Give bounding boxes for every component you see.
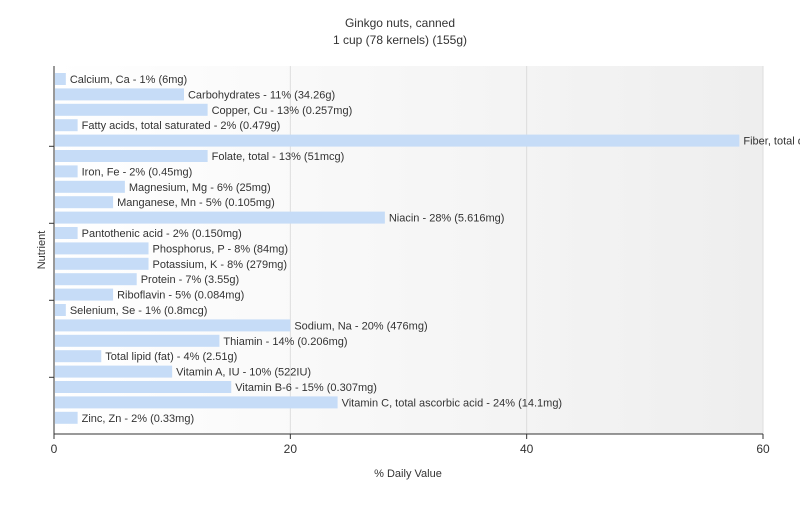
bar-2 (55, 103, 208, 116)
bar-0 (55, 73, 66, 85)
chart-title: Ginkgo nuts, canned (345, 16, 455, 30)
bar-1 (55, 88, 184, 101)
bar-label-19: Vitamin A, IU - 10% (522IU) (176, 367, 311, 379)
x-tick-label-0: 0 (51, 442, 58, 456)
bar-14 (55, 288, 114, 301)
bar-17 (55, 334, 220, 347)
bar-label-12: Potassium, K - 8% (279mg) (153, 259, 287, 271)
bar-label-15: Selenium, Se - 1% (0.8mcg) (70, 305, 208, 317)
bar-4 (55, 134, 740, 147)
bar-19 (55, 365, 173, 378)
y-axis-label: Nutrient (36, 231, 48, 270)
axes: 0 20 40 60 (49, 66, 770, 456)
bar-13 (55, 273, 137, 286)
grid-lines (289, 66, 764, 434)
plot-background (54, 66, 763, 434)
bar-20 (55, 381, 232, 393)
bar-label-17: Thiamin - 14% (0.206mg) (223, 336, 347, 348)
bar-label-18: Total lipid (fat) - 4% (2.51g) (105, 351, 237, 363)
bar-label-21: Vitamin C, total ascorbic acid - 24% (14… (342, 397, 562, 409)
bar-label-14: Riboflavin - 5% (0.084mg) (117, 290, 244, 302)
bar-label-16: Sodium, Na - 20% (476mg) (294, 320, 427, 332)
x-tick-label-20: 20 (284, 442, 298, 456)
bar-18 (55, 350, 102, 363)
chart-subtitle: 1 cup (78 kernels) (155g) (333, 33, 467, 47)
bar-6 (55, 165, 78, 178)
bar-21 (55, 396, 338, 409)
x-tick-label-60: 60 (756, 442, 770, 456)
bar-labels: Calcium, Ca - 1% (6mg)Carbohydrates - 11… (70, 74, 800, 425)
bar-5 (55, 150, 208, 162)
bar-12 (55, 257, 149, 270)
bar-9 (55, 211, 385, 224)
bar-7 (55, 180, 125, 193)
bar-10 (55, 227, 78, 239)
x-axis-label: % Daily Value (374, 468, 442, 480)
bar-label-3: Fatty acids, total saturated - 2% (0.479… (82, 120, 281, 132)
bar-label-1: Carbohydrates - 11% (34.26g) (188, 89, 335, 101)
bar-label-7: Magnesium, Mg - 6% (25mg) (129, 182, 271, 194)
bar-label-13: Protein - 7% (3.55g) (141, 274, 239, 286)
bar-16 (55, 319, 291, 332)
x-tick-label-40: 40 (520, 442, 534, 456)
bar-label-10: Pantothenic acid - 2% (0.150mg) (82, 228, 242, 240)
bar-label-20: Vitamin B-6 - 15% (0.307mg) (235, 382, 377, 394)
bar-8 (55, 196, 114, 209)
bar-label-6: Iron, Fe - 2% (0.45mg) (82, 166, 193, 178)
bar-label-9: Niacin - 28% (5.616mg) (389, 213, 505, 225)
bar-label-4: Fiber, total dietary - 58% (14.4g) (743, 136, 800, 148)
bar-label-11: Phosphorus, P - 8% (84mg) (153, 243, 289, 255)
bar-22 (55, 411, 78, 424)
bar-label-22: Zinc, Zn - 2% (0.33mg) (82, 413, 194, 425)
bar-label-0: Calcium, Ca - 1% (6mg) (70, 74, 187, 86)
bar-label-8: Manganese, Mn - 5% (0.105mg) (117, 197, 275, 209)
bar-3 (55, 119, 78, 132)
bar-11 (55, 242, 149, 255)
bars (55, 73, 740, 424)
bar-label-2: Copper, Cu - 13% (0.257mg) (212, 105, 353, 117)
bar-label-5: Folate, total - 13% (51mcg) (212, 151, 345, 163)
bar-15 (55, 304, 66, 316)
